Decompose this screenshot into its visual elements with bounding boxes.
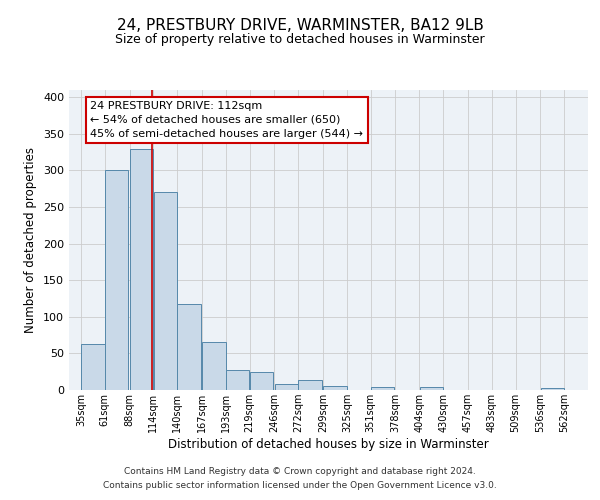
Bar	[154, 192, 177, 390]
Y-axis label: Number of detached properties: Number of detached properties	[25, 147, 37, 333]
Bar	[226, 370, 250, 390]
Bar	[419, 387, 443, 390]
Bar	[202, 342, 226, 390]
Bar	[81, 344, 104, 390]
Bar	[298, 380, 322, 390]
Text: 24, PRESTBURY DRIVE, WARMINSTER, BA12 9LB: 24, PRESTBURY DRIVE, WARMINSTER, BA12 9L…	[116, 18, 484, 32]
Text: 24 PRESTBURY DRIVE: 112sqm
← 54% of detached houses are smaller (650)
45% of sem: 24 PRESTBURY DRIVE: 112sqm ← 54% of deta…	[90, 101, 363, 139]
Bar	[130, 148, 153, 390]
Bar	[323, 386, 347, 390]
Bar	[275, 384, 298, 390]
Text: Contains HM Land Registry data © Crown copyright and database right 2024.: Contains HM Land Registry data © Crown c…	[124, 467, 476, 476]
Bar	[105, 170, 128, 390]
Text: Contains public sector information licensed under the Open Government Licence v3: Contains public sector information licen…	[103, 481, 497, 490]
X-axis label: Distribution of detached houses by size in Warminster: Distribution of detached houses by size …	[168, 438, 489, 451]
Bar	[371, 387, 394, 390]
Text: Size of property relative to detached houses in Warminster: Size of property relative to detached ho…	[115, 32, 485, 46]
Bar	[541, 388, 564, 390]
Bar	[178, 304, 201, 390]
Bar	[250, 372, 273, 390]
